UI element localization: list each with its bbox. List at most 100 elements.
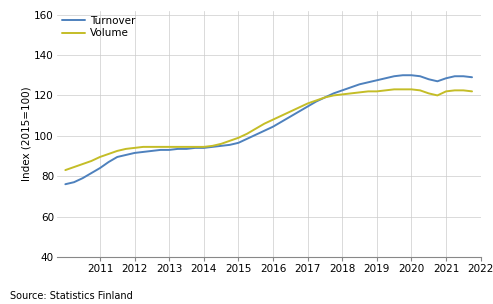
Volume bbox=[279, 114, 284, 117]
Volume bbox=[201, 145, 207, 149]
Turnover bbox=[348, 85, 354, 89]
Turnover bbox=[314, 100, 319, 103]
Volume bbox=[106, 152, 111, 156]
Turnover bbox=[374, 78, 380, 82]
Turnover bbox=[183, 147, 189, 151]
Volume bbox=[253, 127, 259, 130]
Volume bbox=[287, 110, 293, 113]
Turnover bbox=[322, 95, 328, 99]
Turnover bbox=[365, 81, 371, 84]
Volume bbox=[452, 88, 458, 92]
Volume bbox=[63, 168, 69, 172]
Turnover bbox=[227, 143, 233, 147]
Turnover bbox=[279, 120, 284, 123]
Turnover bbox=[270, 125, 276, 129]
Turnover bbox=[71, 180, 77, 184]
Turnover bbox=[132, 151, 138, 155]
Turnover bbox=[287, 115, 293, 119]
Volume bbox=[331, 94, 337, 97]
Volume bbox=[365, 90, 371, 93]
Turnover bbox=[356, 82, 362, 86]
Volume bbox=[460, 88, 466, 92]
Volume bbox=[261, 122, 267, 126]
Volume bbox=[175, 145, 181, 149]
Volume bbox=[339, 93, 345, 96]
Volume bbox=[434, 94, 440, 97]
Turnover bbox=[63, 182, 69, 186]
Turnover bbox=[106, 160, 111, 164]
Volume bbox=[356, 91, 362, 94]
Turnover bbox=[97, 166, 103, 170]
Volume bbox=[80, 162, 86, 166]
Volume bbox=[417, 88, 423, 92]
Turnover bbox=[469, 75, 475, 79]
Volume bbox=[244, 132, 250, 136]
Turnover bbox=[434, 79, 440, 83]
Turnover bbox=[305, 105, 311, 108]
Turnover bbox=[400, 73, 406, 77]
Turnover bbox=[192, 146, 198, 150]
Volume bbox=[149, 145, 155, 149]
Volume bbox=[426, 92, 432, 95]
Volume bbox=[374, 90, 380, 93]
Volume bbox=[314, 98, 319, 102]
Turnover bbox=[426, 78, 432, 81]
Volume bbox=[236, 136, 242, 140]
Turnover bbox=[210, 145, 215, 149]
Y-axis label: Index (2015=100): Index (2015=100) bbox=[21, 86, 32, 181]
Volume bbox=[270, 118, 276, 122]
Volume bbox=[322, 95, 328, 99]
Turnover bbox=[261, 129, 267, 133]
Volume bbox=[383, 88, 388, 92]
Turnover bbox=[443, 76, 449, 80]
Volume bbox=[400, 88, 406, 91]
Volume bbox=[158, 145, 164, 149]
Turnover bbox=[244, 137, 250, 141]
Volume bbox=[218, 142, 224, 146]
Volume bbox=[305, 102, 311, 105]
Turnover bbox=[149, 149, 155, 153]
Volume bbox=[409, 88, 415, 91]
Turnover bbox=[123, 153, 129, 157]
Volume bbox=[88, 159, 94, 163]
Turnover bbox=[452, 74, 458, 78]
Volume bbox=[348, 92, 354, 95]
Turnover bbox=[391, 74, 397, 78]
Volume bbox=[123, 147, 129, 151]
Line: Turnover: Turnover bbox=[66, 75, 472, 184]
Turnover bbox=[409, 73, 415, 77]
Line: Volume: Volume bbox=[66, 89, 472, 170]
Turnover bbox=[417, 74, 423, 78]
Volume bbox=[210, 144, 215, 148]
Volume bbox=[132, 146, 138, 150]
Volume bbox=[192, 145, 198, 149]
Legend: Turnover, Volume: Turnover, Volume bbox=[60, 14, 138, 40]
Volume bbox=[391, 88, 397, 91]
Turnover bbox=[114, 155, 120, 159]
Turnover bbox=[383, 76, 388, 80]
Volume bbox=[141, 145, 146, 149]
Volume bbox=[469, 90, 475, 93]
Turnover bbox=[236, 141, 242, 145]
Turnover bbox=[201, 146, 207, 150]
Turnover bbox=[296, 110, 302, 113]
Volume bbox=[296, 106, 302, 109]
Turnover bbox=[460, 74, 466, 78]
Turnover bbox=[331, 92, 337, 95]
Turnover bbox=[88, 171, 94, 175]
Text: Source: Statistics Finland: Source: Statistics Finland bbox=[10, 291, 133, 301]
Volume bbox=[166, 145, 172, 149]
Turnover bbox=[166, 148, 172, 152]
Volume bbox=[71, 165, 77, 169]
Turnover bbox=[175, 147, 181, 151]
Volume bbox=[227, 139, 233, 143]
Volume bbox=[97, 155, 103, 159]
Turnover bbox=[158, 148, 164, 152]
Turnover bbox=[339, 88, 345, 92]
Turnover bbox=[141, 150, 146, 154]
Volume bbox=[183, 145, 189, 149]
Volume bbox=[443, 90, 449, 93]
Turnover bbox=[218, 144, 224, 148]
Turnover bbox=[80, 176, 86, 180]
Turnover bbox=[253, 133, 259, 136]
